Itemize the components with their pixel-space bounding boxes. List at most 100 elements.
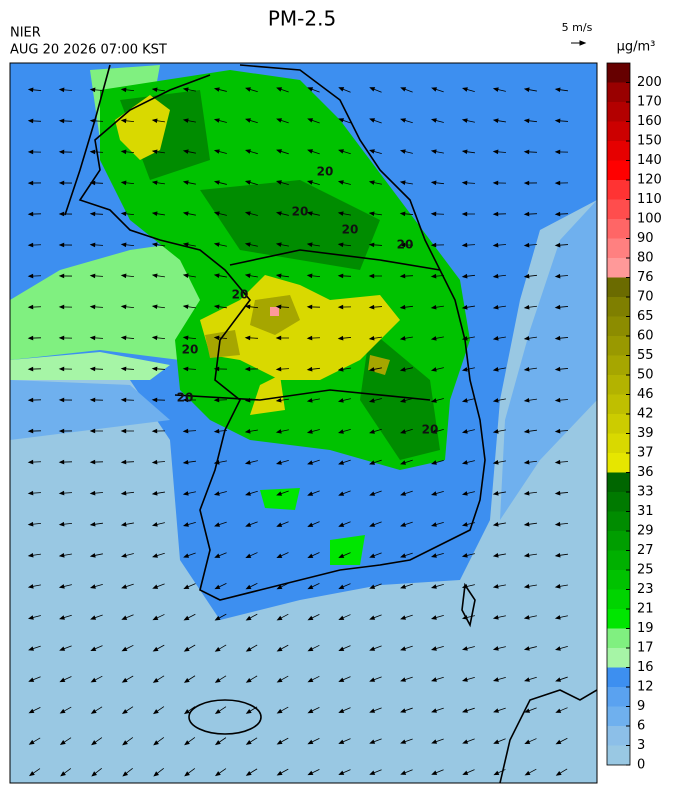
wind-arrow bbox=[89, 490, 104, 496]
wind-arrow bbox=[275, 180, 289, 186]
wind-head bbox=[461, 211, 468, 217]
wind-head bbox=[461, 460, 468, 465]
colorbar-band bbox=[607, 219, 630, 239]
wind-arrow bbox=[120, 553, 134, 558]
colorbar-band bbox=[607, 726, 630, 746]
wind-head bbox=[338, 87, 345, 92]
wind-arrow bbox=[151, 522, 165, 527]
wind-head bbox=[120, 366, 127, 372]
wind-head bbox=[151, 242, 158, 248]
wind-arrow bbox=[276, 521, 289, 527]
wind-arrow bbox=[306, 180, 320, 186]
field-paleband bbox=[10, 352, 170, 380]
wind-head bbox=[430, 180, 437, 186]
wind-head bbox=[276, 553, 283, 559]
wind-head bbox=[275, 180, 282, 185]
wind-head bbox=[120, 304, 127, 310]
wind-head bbox=[27, 366, 34, 372]
wind-arrow bbox=[492, 553, 506, 558]
wind-head bbox=[523, 366, 530, 372]
wind-arrow bbox=[275, 366, 290, 372]
wind-arrow bbox=[554, 584, 568, 589]
wind-arrow bbox=[337, 180, 351, 185]
wind-arrow bbox=[399, 367, 413, 372]
wind-arrow bbox=[89, 584, 103, 589]
wind-arrow bbox=[121, 583, 134, 589]
wind-arrow bbox=[90, 645, 103, 651]
wind-head bbox=[27, 459, 34, 465]
colorbar-band bbox=[607, 238, 630, 258]
wind-head bbox=[275, 397, 282, 403]
wind-arrow bbox=[368, 242, 383, 248]
wind-head bbox=[492, 429, 499, 434]
wind-head bbox=[27, 118, 34, 124]
wind-arrow bbox=[338, 552, 351, 558]
wind-arrow bbox=[461, 584, 475, 589]
wind-head bbox=[523, 149, 530, 155]
wind-head bbox=[90, 646, 97, 651]
wind-head bbox=[400, 708, 407, 713]
wind-head bbox=[58, 521, 65, 527]
wind-arrow bbox=[461, 491, 475, 496]
wind-arrow bbox=[369, 738, 382, 744]
wind-head bbox=[554, 149, 561, 155]
wind-head bbox=[461, 429, 468, 434]
wind-head bbox=[369, 708, 376, 713]
wind-head bbox=[400, 646, 406, 651]
wind-head bbox=[275, 429, 282, 434]
wind-arrow bbox=[152, 675, 165, 683]
wind-arrow bbox=[122, 737, 134, 746]
wind-arrow bbox=[307, 87, 320, 93]
wind-arrow bbox=[306, 335, 321, 341]
wind-head bbox=[430, 118, 437, 123]
wind-arrow bbox=[27, 366, 42, 372]
wind-arrow bbox=[461, 211, 476, 217]
wind-arrow bbox=[338, 738, 351, 744]
wind-head bbox=[399, 242, 406, 248]
wind-arrow bbox=[182, 180, 196, 185]
wind-arrow bbox=[492, 180, 507, 186]
wind-head bbox=[554, 584, 561, 589]
wind-arrow bbox=[368, 367, 382, 372]
wind-arrow bbox=[554, 335, 569, 341]
wind-arrow bbox=[306, 398, 320, 403]
wind-arrow bbox=[524, 768, 537, 776]
wind-arrow bbox=[338, 614, 351, 620]
wind-head bbox=[400, 677, 406, 682]
wind-head bbox=[244, 211, 251, 216]
wind-head bbox=[276, 646, 283, 652]
wind-head bbox=[182, 459, 189, 465]
wind-arrow bbox=[120, 459, 135, 465]
wind-head bbox=[368, 242, 375, 248]
wind-arrow bbox=[151, 397, 166, 403]
wind-head bbox=[58, 335, 65, 341]
wind-head bbox=[28, 739, 35, 745]
wind-arrow bbox=[493, 707, 506, 713]
wind-arrow bbox=[461, 553, 475, 558]
wind-arrow bbox=[245, 675, 258, 683]
wind-head bbox=[152, 553, 158, 558]
wind-head bbox=[492, 522, 499, 527]
wind-arrow bbox=[152, 552, 165, 558]
wind-head bbox=[182, 522, 189, 527]
wind-arrow bbox=[120, 335, 135, 341]
colorbar-label: 19 bbox=[637, 621, 654, 636]
wind-arrow bbox=[368, 273, 383, 279]
map-frame bbox=[9, 62, 598, 784]
wind-arrow bbox=[492, 676, 506, 682]
wind-arrow bbox=[461, 305, 475, 310]
wind-arrow bbox=[554, 242, 569, 248]
wind-arrow bbox=[307, 675, 320, 683]
wind-head bbox=[369, 491, 376, 496]
wind-head bbox=[400, 739, 407, 744]
wind-head bbox=[307, 460, 313, 465]
wind-head bbox=[524, 708, 531, 713]
wind-arrow bbox=[492, 336, 506, 341]
wind-head bbox=[58, 87, 65, 93]
wind-head bbox=[307, 87, 314, 92]
wind-arrow bbox=[307, 706, 320, 714]
wind-arrow bbox=[213, 87, 227, 92]
wind-head bbox=[554, 428, 561, 434]
wind-head bbox=[182, 366, 189, 372]
